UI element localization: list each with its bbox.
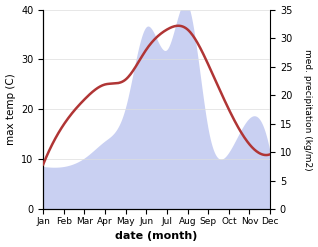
Y-axis label: med. precipitation (kg/m2): med. precipitation (kg/m2) xyxy=(303,49,313,170)
Y-axis label: max temp (C): max temp (C) xyxy=(5,74,16,145)
X-axis label: date (month): date (month) xyxy=(115,231,198,242)
